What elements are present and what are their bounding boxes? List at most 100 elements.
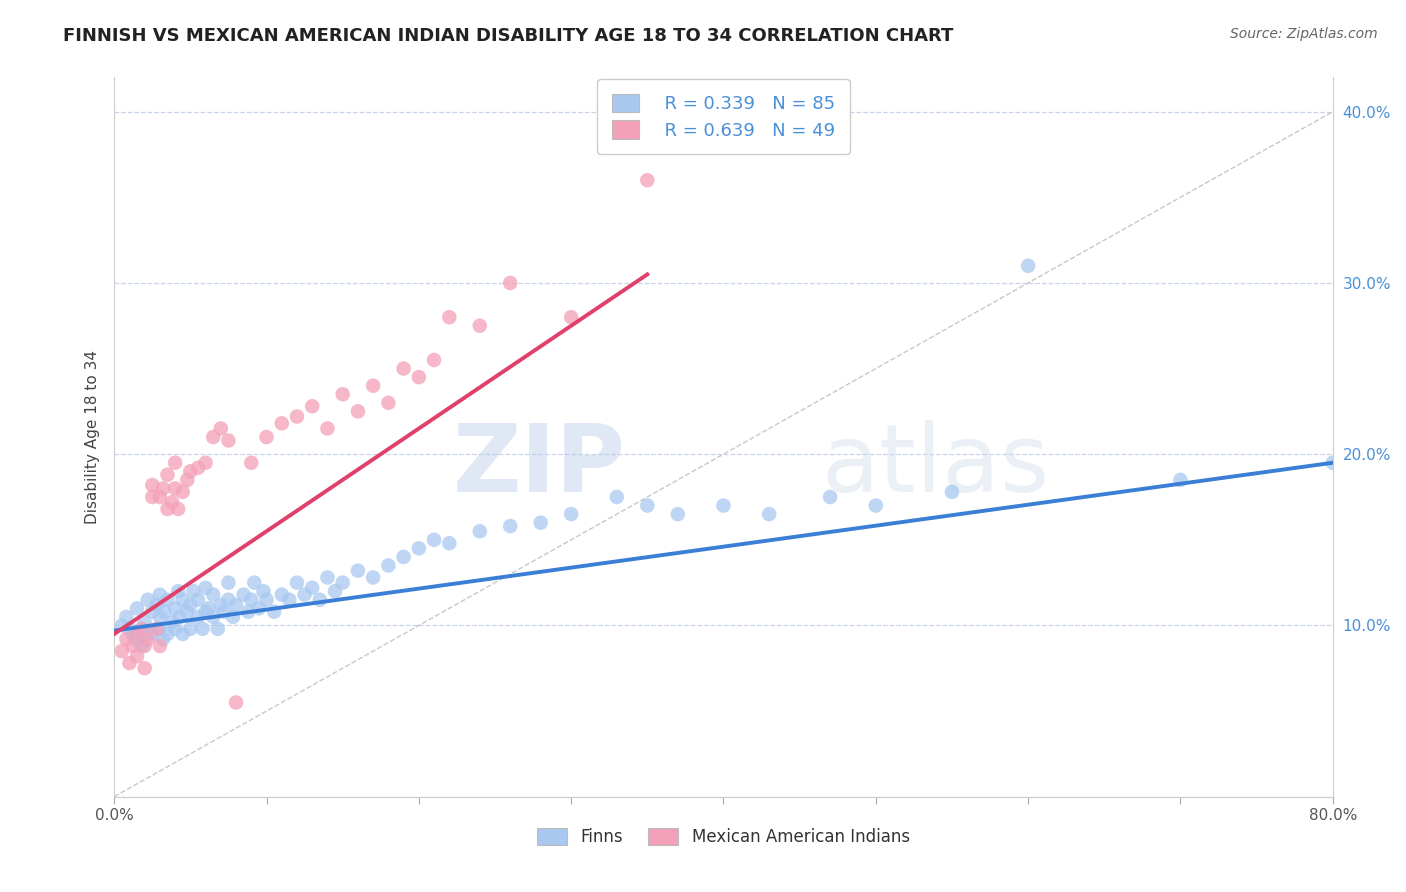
- Point: [278, 592, 301, 607]
- Point: [225, 696, 247, 710]
- Point: [270, 417, 292, 431]
- Point: [197, 601, 219, 615]
- Point: [392, 361, 415, 376]
- Point: [247, 601, 270, 615]
- Point: [758, 507, 780, 521]
- Point: [165, 601, 187, 615]
- Point: [423, 533, 446, 547]
- Point: [1322, 456, 1344, 470]
- Point: [125, 627, 148, 641]
- Point: [125, 649, 148, 664]
- Point: [115, 610, 138, 624]
- Point: [232, 588, 254, 602]
- Point: [118, 656, 141, 670]
- Point: [316, 570, 339, 584]
- Point: [560, 507, 582, 521]
- Point: [377, 558, 399, 573]
- Point: [316, 421, 339, 435]
- Point: [468, 318, 491, 333]
- Point: [156, 592, 179, 607]
- Point: [408, 541, 430, 556]
- Point: [125, 601, 148, 615]
- Point: [468, 524, 491, 539]
- Point: [941, 484, 963, 499]
- Point: [377, 396, 399, 410]
- Point: [167, 584, 190, 599]
- Point: [141, 627, 163, 641]
- Point: [285, 575, 308, 590]
- Point: [240, 592, 263, 607]
- Text: FINNISH VS MEXICAN AMERICAN INDIAN DISABILITY AGE 18 TO 34 CORRELATION CHART: FINNISH VS MEXICAN AMERICAN INDIAN DISAB…: [63, 27, 953, 45]
- Point: [636, 173, 658, 187]
- Point: [141, 490, 163, 504]
- Legend:   R = 0.339   N = 85,   R = 0.639   N = 49: R = 0.339 N = 85, R = 0.639 N = 49: [598, 79, 849, 154]
- Point: [194, 605, 217, 619]
- Point: [156, 627, 179, 641]
- Point: [285, 409, 308, 424]
- Point: [217, 575, 239, 590]
- Point: [131, 639, 153, 653]
- Point: [134, 615, 156, 629]
- Point: [263, 605, 285, 619]
- Point: [172, 627, 194, 641]
- Point: [392, 549, 415, 564]
- Point: [191, 622, 214, 636]
- Point: [270, 588, 292, 602]
- Point: [118, 622, 141, 636]
- Point: [149, 588, 172, 602]
- Point: [408, 370, 430, 384]
- Point: [256, 592, 278, 607]
- Y-axis label: Disability Age 18 to 34: Disability Age 18 to 34: [86, 350, 100, 524]
- Point: [156, 502, 179, 516]
- Point: [160, 615, 183, 629]
- Point: [252, 584, 274, 599]
- Point: [149, 490, 172, 504]
- Point: [167, 502, 190, 516]
- Point: [256, 430, 278, 444]
- Point: [1170, 473, 1192, 487]
- Point: [323, 584, 346, 599]
- Point: [169, 610, 191, 624]
- Point: [347, 564, 370, 578]
- Point: [332, 575, 354, 590]
- Point: [225, 598, 247, 612]
- Point: [134, 627, 156, 641]
- Point: [134, 661, 156, 675]
- Point: [212, 605, 235, 619]
- Point: [243, 575, 266, 590]
- Point: [187, 461, 209, 475]
- Point: [194, 581, 217, 595]
- Point: [713, 499, 735, 513]
- Text: atlas: atlas: [821, 420, 1049, 512]
- Point: [636, 499, 658, 513]
- Point: [152, 482, 174, 496]
- Text: ZIP: ZIP: [453, 420, 626, 512]
- Point: [183, 584, 205, 599]
- Point: [423, 353, 446, 368]
- Point: [361, 378, 384, 392]
- Point: [172, 484, 194, 499]
- Point: [111, 644, 134, 658]
- Point: [165, 456, 187, 470]
- Point: [606, 490, 628, 504]
- Point: [301, 581, 323, 595]
- Point: [153, 605, 176, 619]
- Point: [160, 495, 183, 509]
- Point: [187, 610, 209, 624]
- Point: [238, 605, 260, 619]
- Point: [136, 632, 159, 647]
- Point: [439, 536, 461, 550]
- Point: [165, 482, 187, 496]
- Point: [146, 622, 169, 636]
- Point: [222, 610, 245, 624]
- Point: [209, 421, 232, 435]
- Point: [240, 456, 263, 470]
- Point: [865, 499, 887, 513]
- Point: [202, 588, 225, 602]
- Point: [207, 622, 229, 636]
- Point: [179, 598, 201, 612]
- Point: [165, 622, 187, 636]
- Point: [115, 632, 138, 647]
- Point: [530, 516, 553, 530]
- Point: [301, 399, 323, 413]
